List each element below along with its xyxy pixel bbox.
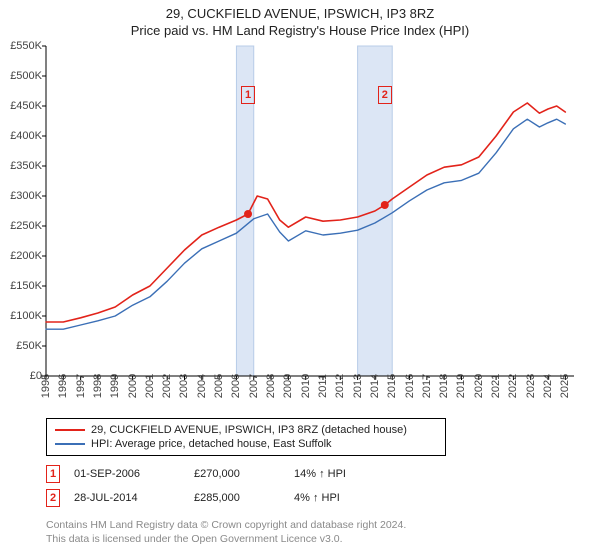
x-tick-label: 2006	[230, 374, 242, 398]
x-tick-label: 2007	[248, 374, 260, 398]
sale-price: £270,000	[194, 468, 294, 480]
x-tick-label: 2016	[404, 374, 416, 398]
legend-label: HPI: Average price, detached house, East…	[91, 438, 332, 450]
sale-hpi-delta: 4% ↑ HPI	[294, 492, 374, 504]
x-tick-label: 2009	[282, 374, 294, 398]
sale-row-number: 1	[46, 465, 60, 483]
legend-label: 29, CUCKFIELD AVENUE, IPSWICH, IP3 8RZ (…	[91, 424, 407, 436]
x-tick-label: 2010	[300, 374, 312, 398]
x-tick-label: 2017	[421, 374, 433, 398]
y-tick-label: £450K	[10, 100, 42, 112]
footnote-line2: This data is licensed under the Open Gov…	[46, 532, 406, 546]
x-tick-label: 2003	[178, 374, 190, 398]
x-tick-label: 2018	[438, 374, 450, 398]
y-tick-label: £250K	[10, 220, 42, 232]
x-tick-label: 2022	[507, 374, 519, 398]
page-title-line2: Price paid vs. HM Land Registry's House …	[0, 23, 600, 38]
legend-swatch	[55, 429, 85, 431]
chart-svg	[46, 46, 574, 376]
x-tick-label: 2023	[525, 374, 537, 398]
x-tick-label: 2000	[127, 374, 139, 398]
sale-date: 01-SEP-2006	[74, 468, 194, 480]
x-tick-label: 2001	[144, 374, 156, 398]
x-tick-label: 1995	[40, 374, 52, 398]
sale-marker-1: 1	[241, 86, 255, 104]
sale-hpi-delta: 14% ↑ HPI	[294, 468, 374, 480]
legend-row-hpi: HPI: Average price, detached house, East…	[55, 437, 437, 451]
x-tick-label: 2024	[542, 374, 554, 398]
x-tick-label: 2011	[317, 374, 329, 398]
x-tick-label: 1999	[109, 374, 121, 398]
y-tick-label: £150K	[10, 280, 42, 292]
y-tick-label: £550K	[10, 40, 42, 52]
x-tick-label: 2012	[334, 374, 346, 398]
x-tick-label: 1996	[57, 374, 69, 398]
sale-row-number: 2	[46, 489, 60, 507]
footnote-line1: Contains HM Land Registry data © Crown c…	[46, 518, 406, 532]
x-tick-label: 2008	[265, 374, 277, 398]
x-tick-label: 2015	[386, 374, 398, 398]
legend-swatch	[55, 443, 85, 445]
price-chart: £0£50K£100K£150K£200K£250K£300K£350K£400…	[46, 46, 574, 376]
footnote: Contains HM Land Registry data © Crown c…	[46, 518, 406, 546]
sale-date: 28-JUL-2014	[74, 492, 194, 504]
y-tick-label: £500K	[10, 70, 42, 82]
y-tick-label: £50K	[16, 340, 42, 352]
x-tick-label: 2019	[455, 374, 467, 398]
x-tick-label: 2002	[161, 374, 173, 398]
x-tick-label: 2014	[369, 374, 381, 398]
sales-table: 1 01-SEP-2006£270,00014% ↑ HPI 2 28-JUL-201…	[46, 462, 374, 510]
sale-row-1: 1 01-SEP-2006£270,00014% ↑ HPI	[46, 462, 374, 486]
y-tick-label: £300K	[10, 190, 42, 202]
y-tick-label: £200K	[10, 250, 42, 262]
chart-legend: 29, CUCKFIELD AVENUE, IPSWICH, IP3 8RZ (…	[46, 418, 446, 456]
sale-row-2: 2 28-JUL-2014£285,0004% ↑ HPI	[46, 486, 374, 510]
y-tick-label: £100K	[10, 310, 42, 322]
y-tick-label: £350K	[10, 160, 42, 172]
sale-price: £285,000	[194, 492, 294, 504]
x-tick-label: 1998	[92, 374, 104, 398]
x-tick-label: 2013	[352, 374, 364, 398]
y-tick-label: £400K	[10, 130, 42, 142]
x-tick-label: 2005	[213, 374, 225, 398]
sale-marker-2: 2	[378, 86, 392, 104]
x-tick-label: 2020	[473, 374, 485, 398]
page-title-line1: 29, CUCKFIELD AVENUE, IPSWICH, IP3 8RZ	[0, 6, 600, 21]
x-tick-label: 2004	[196, 374, 208, 398]
x-tick-label: 1997	[75, 374, 87, 398]
legend-row-property: 29, CUCKFIELD AVENUE, IPSWICH, IP3 8RZ (…	[55, 423, 437, 437]
x-tick-label: 2025	[559, 374, 571, 398]
x-tick-label: 2021	[490, 374, 502, 398]
